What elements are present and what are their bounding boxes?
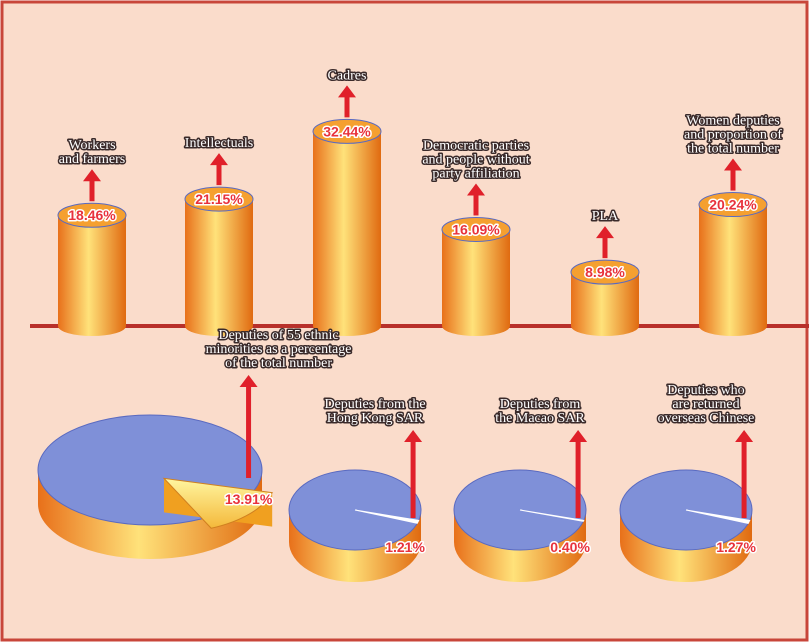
value-label: 20.24% [709, 197, 757, 213]
arrow-head [467, 183, 485, 196]
category-label: Cadres [328, 68, 367, 83]
bar [58, 215, 126, 326]
pie-label: Deputies of 55 ethnic minorities as a per… [206, 328, 352, 371]
pie-label: Deputies who are returned overseas Chinese [658, 383, 755, 426]
pie-slice [354, 509, 420, 524]
bar [442, 229, 510, 326]
arrow-head [210, 153, 228, 166]
arrow-head [724, 158, 742, 171]
cylinder-top [570, 259, 640, 285]
value-label: 1.27% [716, 539, 756, 555]
pie-slice [685, 509, 751, 524]
pie-slice [519, 509, 585, 522]
cylinder-top [441, 216, 511, 242]
value-label: 8.98% [585, 264, 625, 280]
category-label: PLA [592, 209, 619, 224]
cylinder-top [698, 192, 768, 218]
category-label: Women deputies and proportion of the total… [684, 114, 782, 157]
arrow-head [569, 430, 588, 442]
value-label: 32.44% [323, 123, 371, 139]
arrow-head [735, 430, 754, 442]
value-label: 1.21% [385, 539, 425, 555]
value-label: 18.46% [68, 207, 116, 223]
bar [699, 204, 767, 326]
cylinder-top [184, 186, 254, 212]
value-label: 0.40% [550, 539, 590, 555]
arrow-head [338, 85, 356, 98]
cylinder-top [312, 118, 382, 144]
arrow-head [83, 169, 101, 182]
value-label: 21.15% [195, 191, 243, 207]
pie-label: Deputies from the Macao SAR [495, 397, 585, 426]
value-label: 13.91% [225, 491, 273, 507]
category-label: Workers and farmers [59, 138, 125, 167]
bar [185, 199, 253, 326]
pie-slice [162, 477, 273, 529]
category-label: Intellectuals [185, 136, 253, 151]
arrow-head [596, 226, 614, 239]
pie-label: Deputies from the Hong Kong SAR [324, 397, 425, 426]
value-label: 16.09% [452, 221, 500, 237]
arrow-head [404, 430, 423, 442]
cylinder-top [57, 202, 127, 228]
bar [313, 131, 381, 326]
arrow-head [239, 375, 258, 387]
category-label: Democratic parties and people without part… [422, 138, 529, 181]
